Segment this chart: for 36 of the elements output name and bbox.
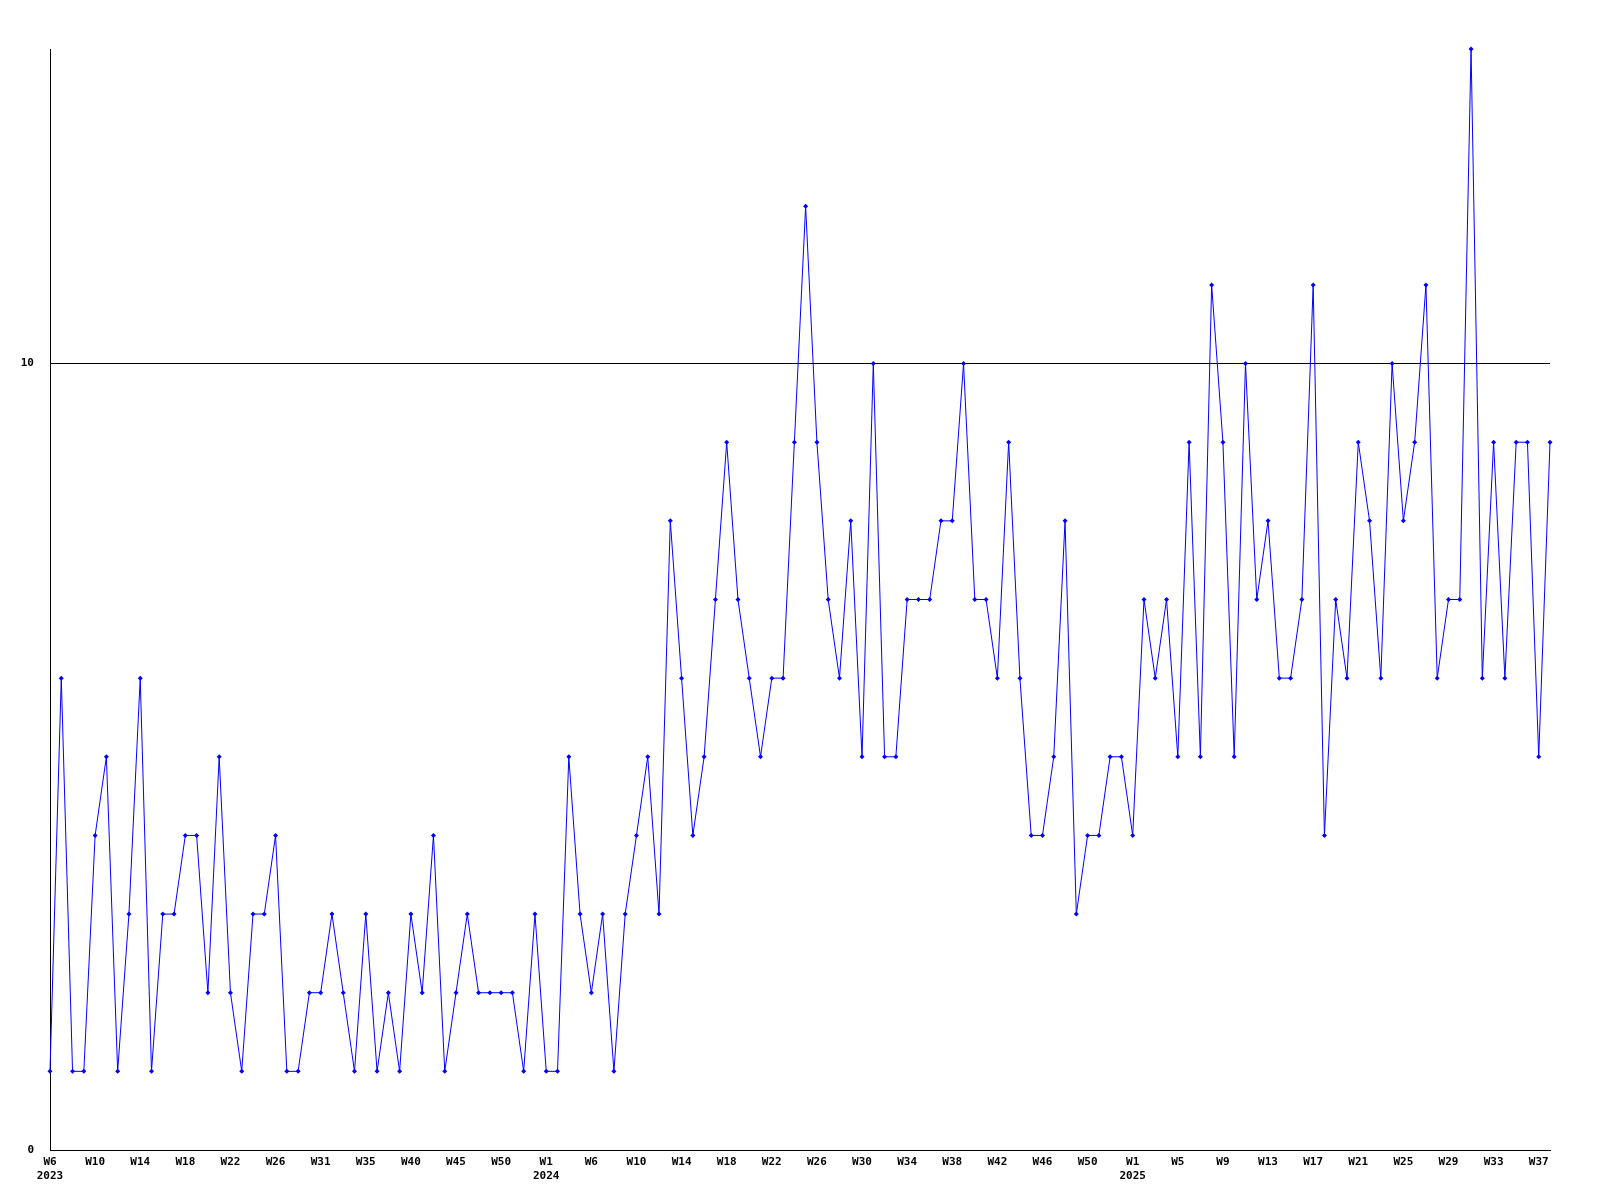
x-tick-label: W37: [1528, 1155, 1549, 1169]
x-tick-label: W38: [942, 1155, 963, 1169]
x-tick-label: W21: [1348, 1155, 1369, 1169]
y-tick-label: 10: [20, 356, 34, 370]
x-tick-label: W34: [897, 1155, 918, 1169]
x-tick-label: W35: [355, 1155, 376, 1169]
x-tick-label: W6: [584, 1155, 599, 1169]
x-tick-label: W26: [806, 1155, 828, 1169]
x-tick-label: W14: [130, 1155, 151, 1169]
x-tick-label: W18: [175, 1155, 196, 1169]
x-tick-label: W22: [761, 1155, 782, 1169]
x-tick-label: W33: [1483, 1155, 1504, 1169]
x-tick-label: W26: [265, 1155, 286, 1169]
x-tick-label: W31: [310, 1155, 331, 1169]
x-tick-label: W29: [1438, 1155, 1459, 1169]
x-tick-label: W46: [1032, 1155, 1053, 1169]
x-tick-label: W5: [1171, 1155, 1185, 1169]
x-tick-label: W1 2025: [1119, 1155, 1146, 1182]
x-tick-label: W10: [626, 1155, 647, 1169]
y-tick-label: 0: [27, 1142, 34, 1156]
x-tick-label: W25: [1393, 1155, 1414, 1169]
x-tick-label: W50: [491, 1155, 512, 1169]
x-tick-label: W30: [852, 1155, 872, 1169]
x-tick-label: W18: [716, 1155, 737, 1169]
x-tick-label: W22: [220, 1155, 241, 1169]
x-tick-label: W50: [1077, 1155, 1098, 1169]
x-tick-label: W6 2023: [36, 1155, 64, 1182]
x-tick-label: W14: [671, 1155, 692, 1169]
x-tick-label: W17: [1303, 1155, 1324, 1169]
x-tick-label: W40: [400, 1155, 421, 1169]
x-tick-label: W1 2024: [532, 1155, 560, 1182]
x-tick-label: W42: [987, 1155, 1008, 1169]
x-tick-label: W45: [446, 1155, 466, 1169]
x-tick-label: W9: [1216, 1155, 1230, 1169]
x-tick-label: W10: [85, 1155, 106, 1169]
x-tick-label: W13: [1258, 1155, 1278, 1169]
